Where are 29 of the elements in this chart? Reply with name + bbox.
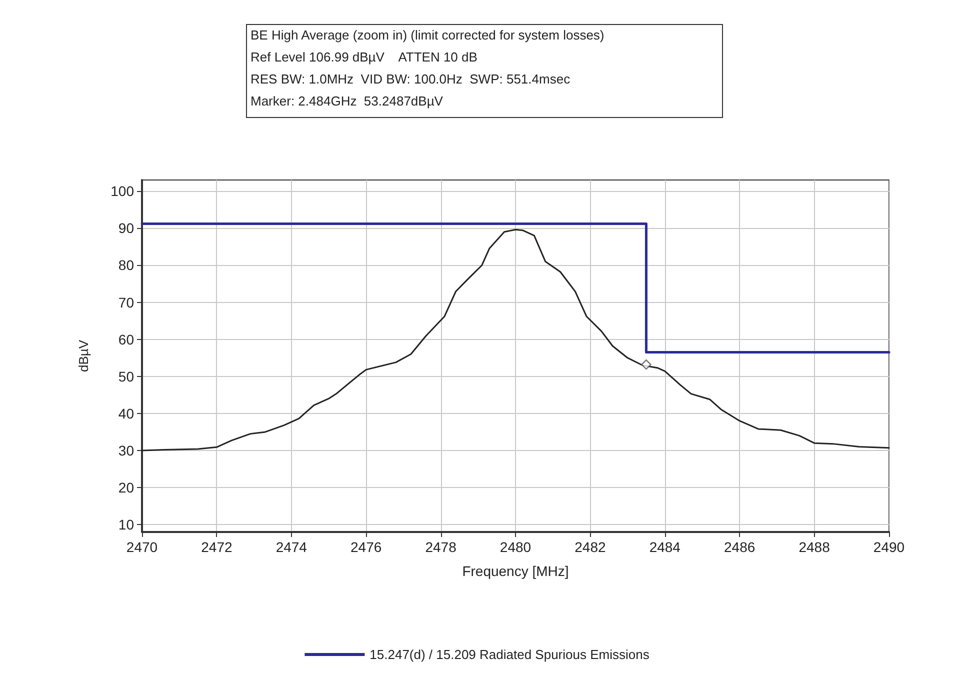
x-tick-label: 2474 (276, 539, 308, 555)
text: RES BW: 1.0MHz VID BW: 100.0Hz SWP: 551.4msec (250, 72, 571, 86)
x-tick-label: 2470 (126, 539, 158, 555)
x-tick-label: 2488 (798, 539, 830, 555)
x-tick-label: 2478 (425, 539, 457, 555)
x-tick-label: 2484 (649, 539, 681, 555)
y-tick-label: 10 (118, 516, 134, 533)
x-tick-label: 2476 (350, 539, 382, 555)
x-tick-label: 2482 (574, 539, 606, 555)
text: Marker: 2.484GHz 53.2487dBµV (250, 94, 444, 108)
x-axis-title: Frequency [MHz] (462, 563, 569, 579)
line-series (141, 228, 890, 452)
x-tick-label: 2490 (873, 539, 905, 555)
x-tick-label: 2472 (201, 539, 232, 555)
y-axis-title: dBµV (76, 340, 91, 372)
y-tick-label: 20 (118, 480, 134, 496)
text: Ref Level 106.99 dBµV ATTEN 10 dB (250, 50, 478, 64)
y-tick-label: 30 (118, 442, 134, 458)
y-tick-label: 40 (118, 405, 134, 422)
chart-title: BE High Average (zoom in) (limit corrected for system losses) (250, 28, 604, 42)
y-tick-label: 60 (118, 331, 134, 348)
y-tick-label: 50 (118, 368, 134, 384)
y-tick-label: 80 (118, 257, 134, 274)
x-tick-label: 2486 (724, 539, 756, 555)
y-tick-label: 90 (118, 220, 134, 236)
y-tick-label: 70 (118, 294, 134, 310)
y-tick-label: 100 (110, 183, 134, 200)
legend-label: 15.247(d) / 15.209 Radiated Spurious Emissions (370, 647, 650, 662)
x-tick-label: 2480 (500, 539, 532, 555)
